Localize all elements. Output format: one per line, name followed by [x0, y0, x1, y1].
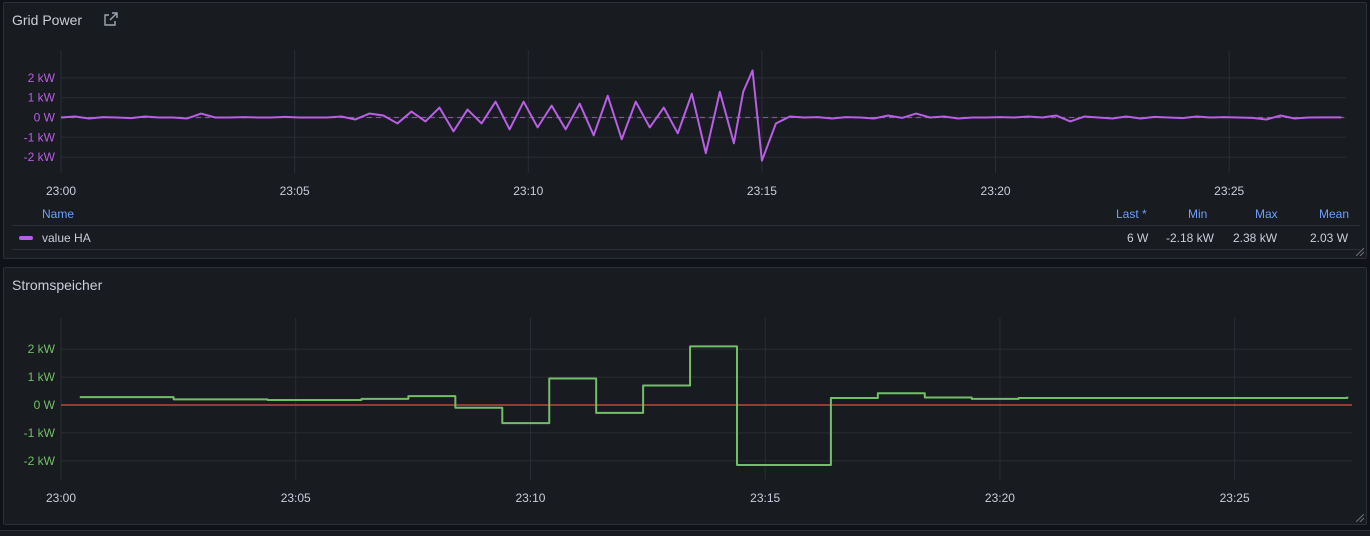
- y-tick-label: 0 W: [34, 398, 56, 412]
- legend-col-mean[interactable]: Mean: [1319, 207, 1349, 221]
- legend-col-min[interactable]: Min: [1188, 207, 1207, 221]
- resize-handle-icon[interactable]: [1356, 514, 1364, 522]
- legend-col-name[interactable]: Name: [42, 207, 74, 221]
- legend-series-name[interactable]: value HA: [42, 231, 91, 245]
- next-panel-edge: [0, 530, 1370, 536]
- series-color-swatch: [19, 236, 33, 240]
- legend-divider: [12, 249, 1360, 250]
- y-tick-label: 1 kW: [28, 91, 56, 105]
- x-tick-label: 23:10: [515, 491, 545, 505]
- legend-divider: [12, 225, 1360, 226]
- y-tick-label: 1 kW: [28, 370, 56, 384]
- legend-max-value: 2.38 kW: [1233, 231, 1277, 245]
- stromspeicher-chart[interactable]: 2 kW 1 kW 0 W -1 kW -2 kW 23:00 23:05 23:10 23:1…: [4, 268, 1366, 524]
- x-tick-label: 23:25: [1214, 184, 1244, 198]
- x-tick-label: 23:15: [747, 184, 777, 198]
- x-tick-label: 23:20: [981, 184, 1011, 198]
- x-tick-label: 23:00: [46, 491, 76, 505]
- resize-handle-icon[interactable]: [1356, 248, 1364, 256]
- legend-mean-value: 2.03 W: [1310, 231, 1348, 245]
- y-tick-label: 2 kW: [28, 71, 56, 85]
- series-line: [80, 346, 1348, 465]
- x-tick-label: 23:20: [985, 491, 1015, 505]
- y-tick-label: 0 W: [34, 111, 56, 125]
- y-tick-label: -2 kW: [24, 454, 56, 468]
- x-tick-label: 23:05: [281, 491, 311, 505]
- y-tick-label: -2 kW: [24, 150, 56, 164]
- y-tick-label: 2 kW: [28, 342, 56, 356]
- x-tick-label: 23:00: [46, 184, 76, 198]
- y-tick-label: -1 kW: [24, 130, 56, 144]
- series-line: [61, 70, 1341, 160]
- x-tick-label: 23:10: [513, 184, 543, 198]
- x-tick-label: 23:15: [750, 491, 780, 505]
- grid-power-chart[interactable]: 2 kW 1 kW 0 W -1 kW -2 kW 23:00 23:05 23:10 23:1…: [4, 3, 1366, 208]
- y-tick-label: -1 kW: [24, 426, 56, 440]
- x-tick-label: 23:05: [280, 184, 310, 198]
- legend-col-last[interactable]: Last *: [1116, 207, 1147, 221]
- legend-min-value: -2.18 kW: [1166, 231, 1214, 245]
- x-tick-label: 23:25: [1220, 491, 1250, 505]
- legend-col-max[interactable]: Max: [1255, 207, 1278, 221]
- legend-last-value: 6 W: [1127, 231, 1148, 245]
